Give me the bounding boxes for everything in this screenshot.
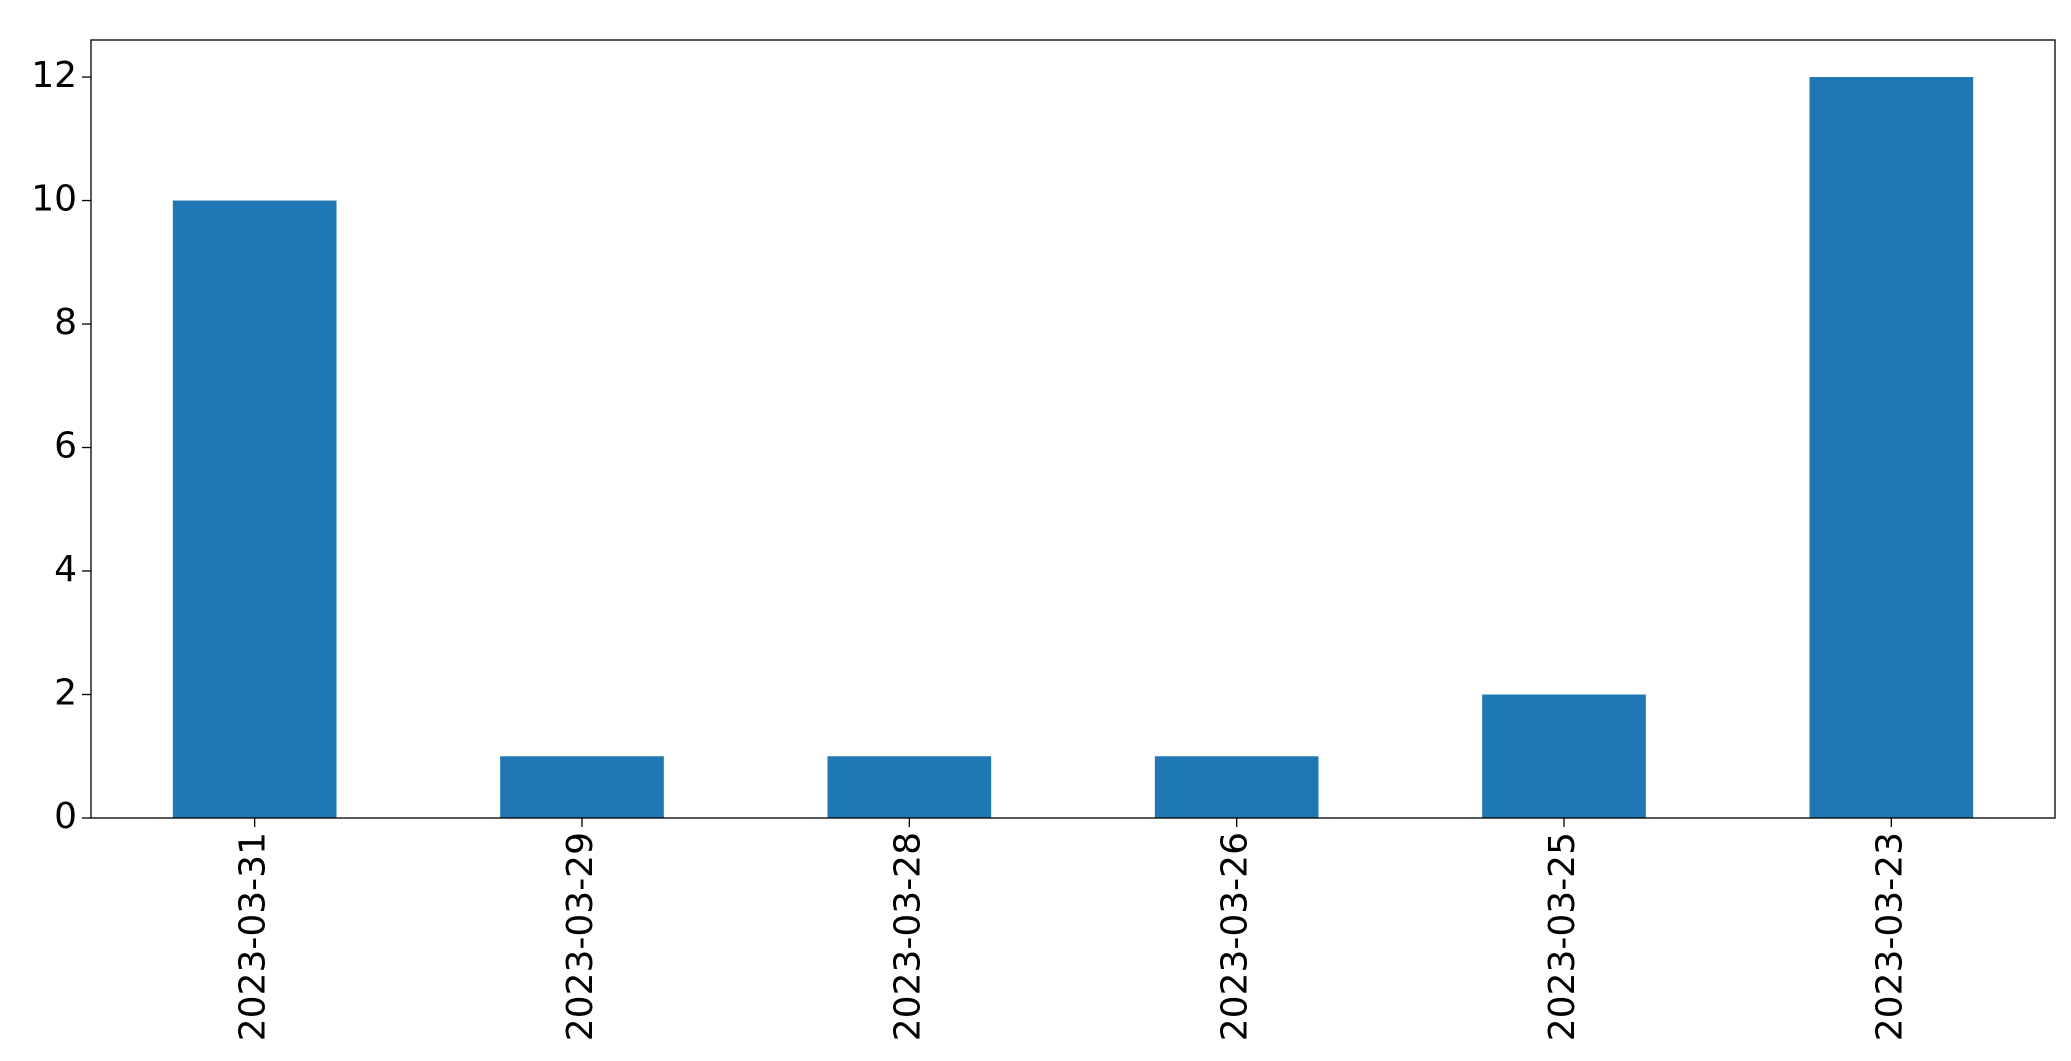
bar (1809, 77, 1974, 819)
y-tick-label: 8 (54, 302, 77, 343)
y-tick-label: 12 (31, 55, 77, 96)
y-tick-label: 0 (54, 796, 77, 837)
x-tick-label: 2023-03-28 (887, 832, 928, 1041)
y-tick-label: 2 (54, 673, 77, 714)
bar (1154, 756, 1319, 818)
bar (1482, 694, 1646, 818)
plot-area (91, 40, 2055, 818)
x-tick-label: 2023-03-23 (1869, 832, 1910, 1041)
x-tick-label: 2023-03-26 (1215, 832, 1256, 1041)
bar (172, 200, 337, 819)
y-tick-label: 4 (54, 549, 77, 590)
y-tick-label: 10 (31, 179, 77, 220)
x-tick-label: 2023-03-29 (560, 832, 601, 1041)
axes-frame (90, 39, 2056, 819)
bar (500, 756, 664, 818)
x-tick-label: 2023-03-25 (1542, 832, 1583, 1041)
x-tick-label: 2023-03-31 (233, 832, 274, 1041)
bar (827, 756, 992, 818)
y-tick-label: 6 (54, 426, 77, 467)
